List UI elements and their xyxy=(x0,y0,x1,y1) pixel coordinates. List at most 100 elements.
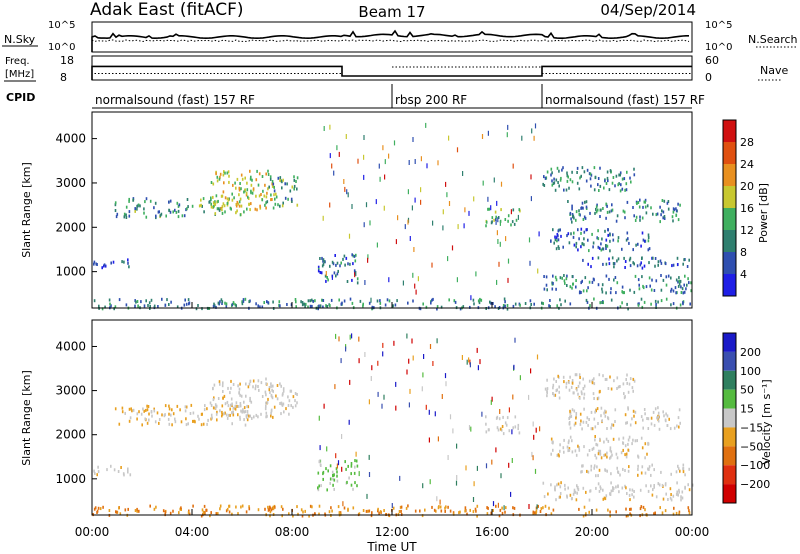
echo-pixel xyxy=(265,393,267,397)
echo-streak xyxy=(420,156,422,162)
echo-pixel xyxy=(184,405,187,409)
echo-pixel xyxy=(633,495,635,499)
echo-pixel xyxy=(593,382,596,386)
echo-pixel xyxy=(669,427,672,431)
echo-pixel xyxy=(639,263,642,267)
echo-pixel xyxy=(543,275,545,278)
echo-pixel xyxy=(634,219,637,222)
echo-pixel xyxy=(485,422,487,426)
echo-pixel xyxy=(634,421,637,425)
echo-pixel xyxy=(650,416,653,420)
echo-pixel xyxy=(683,258,685,262)
echo-pixel xyxy=(368,509,371,513)
echo-pixel xyxy=(337,269,339,273)
echo-pixel xyxy=(559,276,562,280)
echo-pixel xyxy=(116,510,118,514)
echo-pixel xyxy=(603,411,605,415)
echo-streak xyxy=(371,365,373,371)
echo-streak xyxy=(469,362,471,368)
echo-pixel xyxy=(569,285,572,289)
echo-pixel xyxy=(647,248,650,252)
echo-streak xyxy=(452,428,454,434)
echo-pixel xyxy=(153,407,155,411)
echo-pixel xyxy=(599,184,602,188)
echo-pixel xyxy=(632,438,634,442)
echo-pixel xyxy=(110,261,112,265)
echo-pixel xyxy=(556,304,558,308)
echo-pixel xyxy=(567,449,569,453)
echo-pixel xyxy=(597,183,599,187)
echo-pixel xyxy=(396,299,398,303)
echo-pixel xyxy=(560,303,562,307)
echo-pixel xyxy=(634,274,637,278)
echo-pixel xyxy=(127,467,129,471)
echo-streak xyxy=(395,239,397,245)
echo-pixel xyxy=(281,514,283,518)
echo-pixel xyxy=(568,388,571,392)
echo-pixel xyxy=(136,507,138,511)
echo-pixel xyxy=(247,385,250,389)
echo-pixel xyxy=(454,300,457,304)
echo-pixel xyxy=(354,459,356,463)
echo-streak xyxy=(470,426,472,432)
echo-pixel xyxy=(622,467,624,471)
echo-pixel xyxy=(319,304,322,308)
echo-pixel xyxy=(634,410,637,414)
echo-pixel xyxy=(567,175,569,179)
echo-streak xyxy=(323,403,325,409)
echo-pixel xyxy=(626,231,629,235)
echo-pixel xyxy=(495,217,497,221)
echo-pixel xyxy=(584,216,587,220)
echo-pixel xyxy=(222,202,225,206)
echo-pixel xyxy=(588,172,591,176)
echo-pixel xyxy=(517,423,520,427)
echo-pixel xyxy=(650,473,652,477)
echo-pixel xyxy=(266,200,269,204)
echo-pixel xyxy=(630,180,632,184)
echo-pixel xyxy=(597,474,599,478)
echo-pixel xyxy=(631,386,634,390)
echo-pixel xyxy=(575,498,578,502)
echo-pixel xyxy=(197,414,199,418)
echo-pixel xyxy=(221,205,224,209)
echo-pixel xyxy=(445,505,447,509)
echo-pixel xyxy=(244,297,247,301)
echo-pixel xyxy=(282,507,284,511)
echo-streak xyxy=(348,233,351,239)
echo-pixel xyxy=(338,511,341,515)
echo-pixel xyxy=(669,496,672,500)
echo-pixel xyxy=(610,387,613,391)
echo-pixel xyxy=(281,403,284,407)
echo-streak xyxy=(363,222,365,228)
xtick-label-1: 04:00 xyxy=(175,525,210,539)
echo-pixel xyxy=(609,492,612,496)
echo-pixel xyxy=(356,464,359,468)
freq-right-tick-top: 60 xyxy=(705,54,719,67)
echo-pixel xyxy=(575,453,578,457)
echo-pixel xyxy=(270,508,273,512)
echo-streak xyxy=(336,463,338,469)
echo-pixel xyxy=(292,405,294,409)
echo-pixel xyxy=(621,290,623,294)
echo-pixel xyxy=(156,411,159,415)
echo-pixel xyxy=(155,214,157,218)
echo-pixel xyxy=(322,477,324,481)
echo-pixel xyxy=(211,416,213,420)
echo-pixel xyxy=(609,514,611,518)
echo-pixel xyxy=(119,512,122,516)
echo-pixel xyxy=(250,400,253,404)
echo-pixel xyxy=(570,232,572,236)
power-colorbar-frame xyxy=(722,119,737,297)
echo-streak xyxy=(487,196,489,202)
echo-pixel xyxy=(153,304,156,308)
echo-streak xyxy=(414,283,416,289)
echo-pixel xyxy=(624,453,626,457)
echo-pixel xyxy=(232,383,235,386)
echo-pixel xyxy=(659,506,661,510)
echo-pixel xyxy=(213,383,216,387)
beam-title: Beam 17 xyxy=(358,3,425,21)
echo-pixel xyxy=(658,483,661,487)
echo-pixel xyxy=(656,416,658,420)
echo-pixel xyxy=(231,411,233,415)
